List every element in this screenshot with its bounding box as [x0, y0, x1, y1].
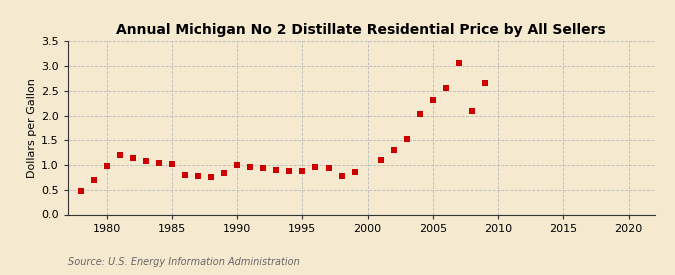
Y-axis label: Dollars per Gallon: Dollars per Gallon — [26, 78, 36, 178]
Title: Annual Michigan No 2 Distillate Residential Price by All Sellers: Annual Michigan No 2 Distillate Resident… — [116, 23, 606, 37]
Text: Source: U.S. Energy Information Administration: Source: U.S. Energy Information Administ… — [68, 257, 299, 267]
